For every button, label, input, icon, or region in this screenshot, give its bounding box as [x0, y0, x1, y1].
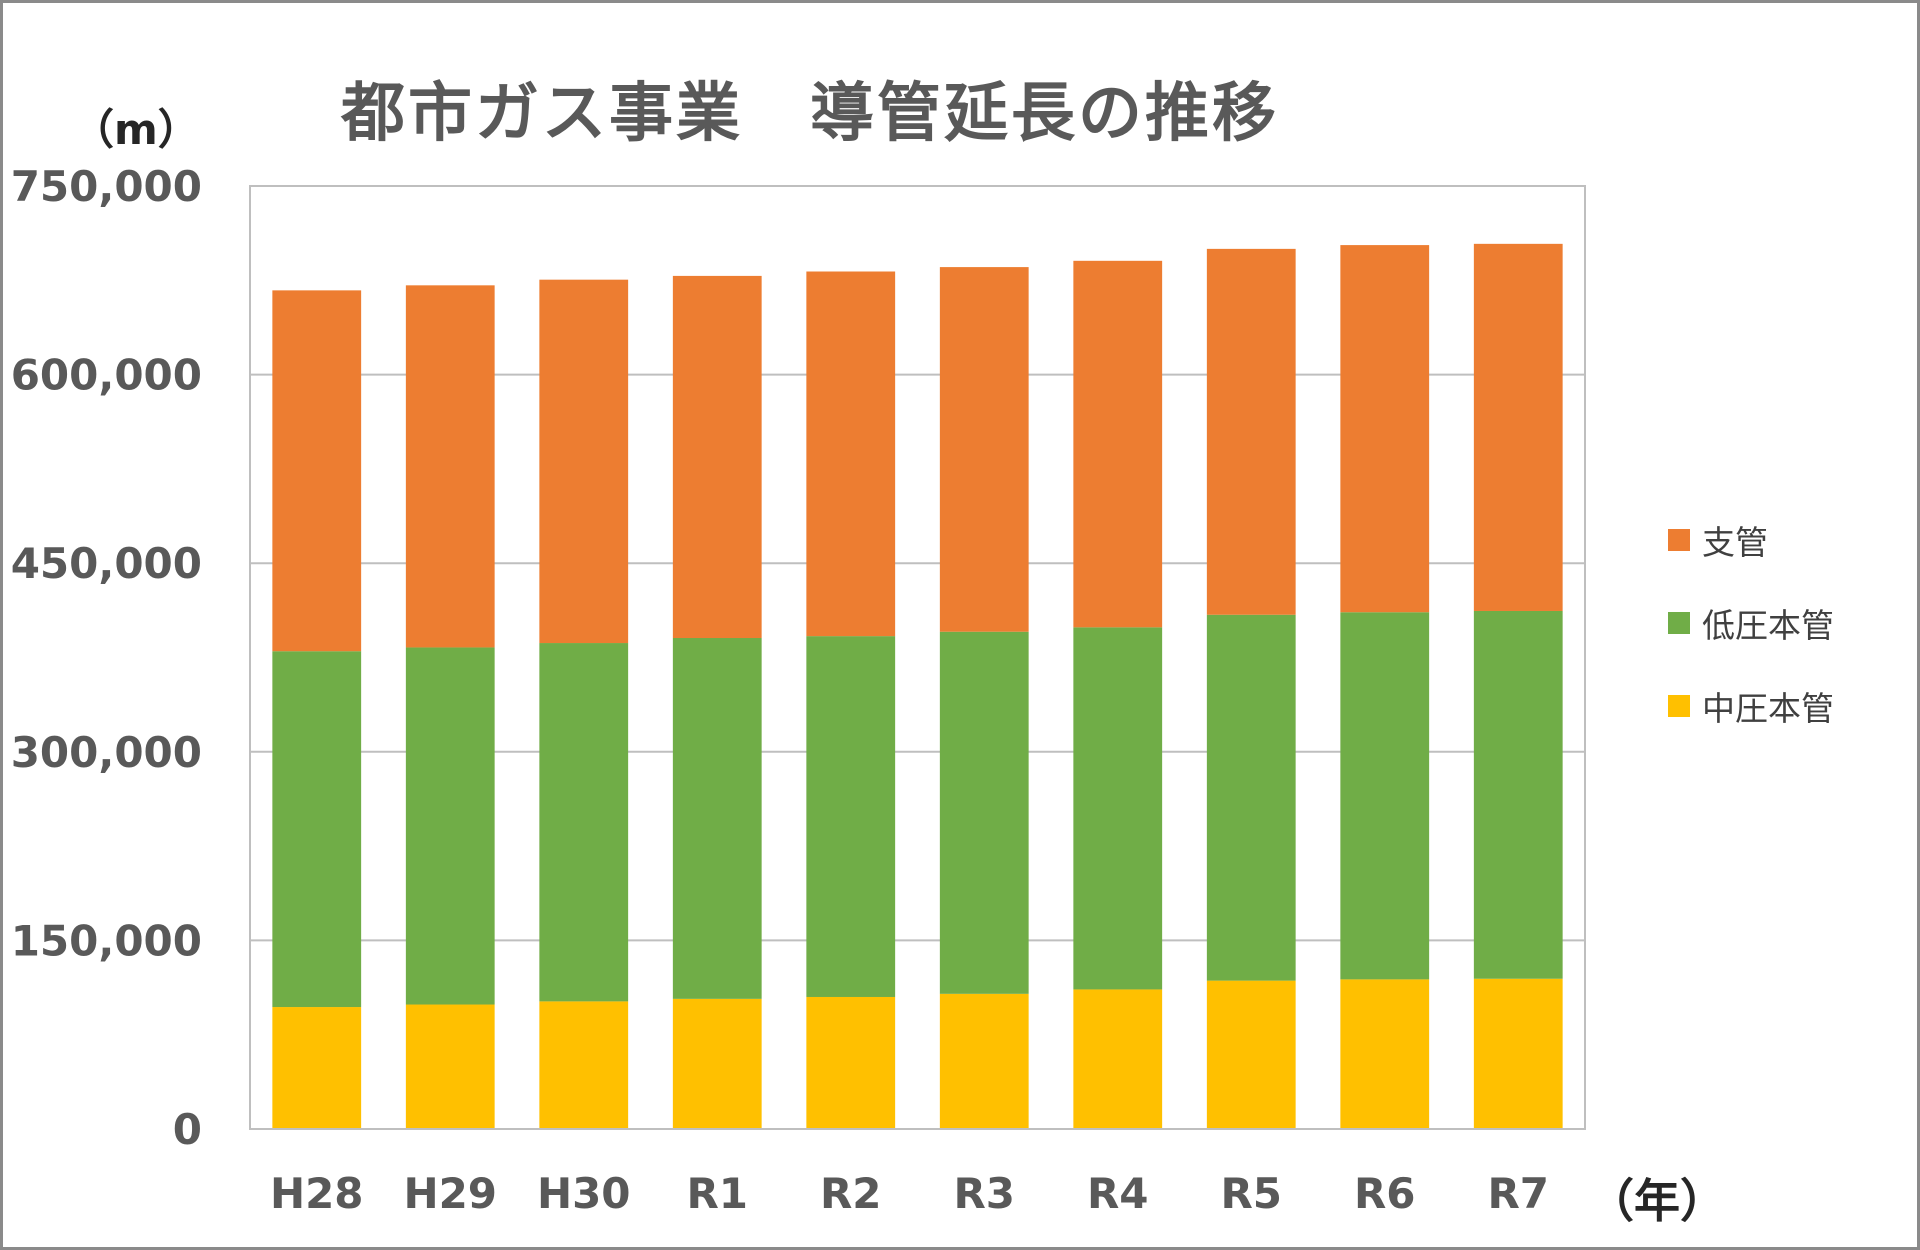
bar-segment-中圧本管: [1073, 989, 1163, 1129]
bar-segment-支管: [806, 271, 896, 637]
bar-segment-支管: [1206, 248, 1296, 615]
x-tick-label: H30: [537, 1169, 631, 1218]
y-tick-label: 0: [173, 1105, 202, 1154]
x-tick-label: R4: [1087, 1169, 1149, 1218]
bar-segment-中圧本管: [272, 1007, 362, 1129]
x-tick-label: H28: [270, 1169, 364, 1218]
bar-segment-低圧本管: [806, 636, 896, 997]
bar-segment-支管: [1473, 243, 1563, 611]
bar-segment-低圧本管: [1073, 627, 1163, 990]
bar-segment-低圧本管: [939, 631, 1029, 994]
bar-segment-中圧本管: [1340, 979, 1430, 1129]
bar-segment-中圧本管: [1206, 980, 1296, 1129]
legend-item: 中圧本管: [1668, 686, 1834, 728]
bar-segment-中圧本管: [539, 1001, 629, 1129]
y-tick-label: 450,000: [11, 539, 202, 588]
legend-item: 低圧本管: [1668, 603, 1834, 645]
legend-label: 支管: [1702, 523, 1768, 562]
x-tick-label: R6: [1354, 1169, 1416, 1218]
bar-segment-低圧本管: [272, 651, 362, 1008]
bar-segment-中圧本管: [405, 1004, 495, 1129]
x-axis-unit-label: （年）: [1588, 1174, 1726, 1228]
y-axis-unit-label: （m）: [72, 105, 200, 154]
bar-segment-支管: [405, 285, 495, 648]
bar-segment-低圧本管: [672, 638, 762, 999]
y-tick-label: 750,000: [11, 162, 202, 211]
legend-swatch: [1668, 612, 1690, 634]
bar-segment-支管: [272, 290, 362, 652]
bar-segment-支管: [539, 279, 629, 644]
x-tick-label: R2: [820, 1169, 882, 1218]
bar-segment-低圧本管: [405, 647, 495, 1005]
chart-title: 都市ガス事業 導管延長の推移: [341, 77, 1279, 151]
x-tick-label: R7: [1487, 1169, 1549, 1218]
bar-segment-中圧本管: [672, 998, 762, 1129]
legend-item: 支管: [1668, 520, 1834, 562]
x-tick-label: R5: [1220, 1169, 1282, 1218]
x-tick-label: H29: [403, 1169, 497, 1218]
legend-swatch: [1668, 529, 1690, 551]
bar-segment-低圧本管: [1340, 612, 1430, 980]
legend-label: 低圧本管: [1702, 606, 1834, 645]
y-tick-label: 300,000: [11, 728, 202, 777]
bar-segment-中圧本管: [806, 996, 896, 1129]
bar-segment-支管: [1340, 245, 1430, 613]
chart-legend: 支管低圧本管中圧本管: [1668, 520, 1834, 769]
bar-segment-支管: [1073, 260, 1163, 628]
y-tick-label: 600,000: [11, 351, 202, 400]
bar-segment-支管: [672, 275, 762, 639]
x-tick-label: R3: [953, 1169, 1015, 1218]
legend-label: 中圧本管: [1702, 689, 1834, 728]
bar-segment-低圧本管: [539, 643, 629, 1002]
x-tick-label: R1: [686, 1169, 748, 1218]
y-tick-label: 150,000: [11, 916, 202, 965]
bar-segment-中圧本管: [939, 993, 1029, 1129]
legend-swatch: [1668, 695, 1690, 717]
bar-segment-低圧本管: [1206, 614, 1296, 981]
bar-segment-低圧本管: [1473, 610, 1563, 979]
bar-segment-中圧本管: [1473, 978, 1563, 1129]
bar-segment-支管: [939, 267, 1029, 632]
